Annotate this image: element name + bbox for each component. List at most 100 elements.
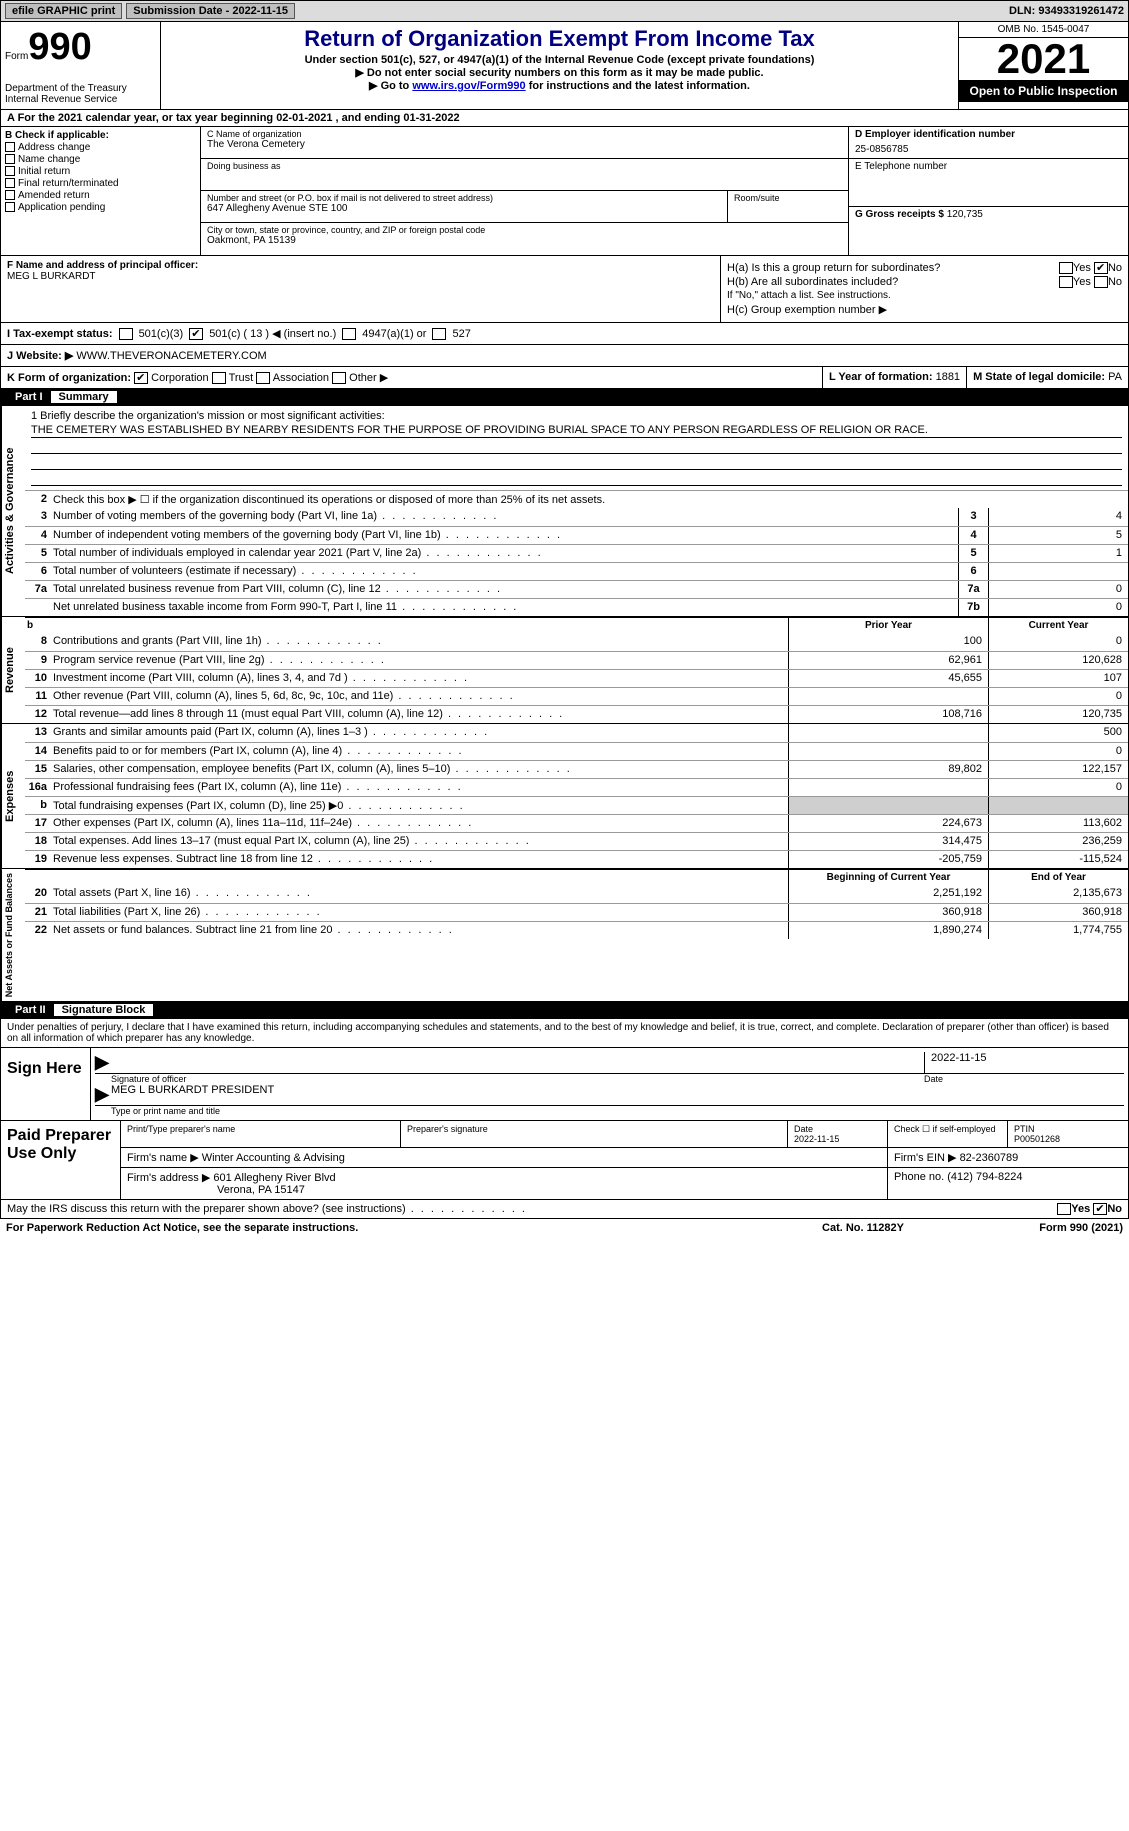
arrow-note-2: ▶ Go to www.irs.gov/Form990 for instruct… — [169, 79, 950, 92]
prior-year-val — [788, 797, 988, 814]
cb-address-change[interactable]: Address change — [5, 142, 196, 153]
dept-treasury: Department of the Treasury Internal Reve… — [5, 83, 156, 105]
telephone-label: E Telephone number — [855, 161, 1122, 172]
current-year-val: 0 — [988, 743, 1128, 760]
current-year-val: 500 — [988, 724, 1128, 742]
firm-address: Firm's address ▶ 601 Allegheny River Blv… — [121, 1168, 888, 1199]
part-ii-title: Signature Block — [54, 1004, 154, 1016]
dln-value: 93493319261472 — [1038, 5, 1124, 17]
paid-preparer-label: Paid Preparer Use Only — [1, 1121, 121, 1199]
hb-text: H(b) Are all subordinates included? — [727, 276, 898, 288]
expenses-section: Expenses 13 Grants and similar amounts p… — [0, 724, 1129, 869]
line-val — [988, 563, 1128, 580]
vlabel-expenses: Expenses — [1, 724, 25, 868]
line-ref: 3 — [958, 508, 988, 526]
line-val: 1 — [988, 545, 1128, 562]
section-fh: F Name and address of principal officer:… — [0, 256, 1129, 323]
ein-value: 25-0856785 — [855, 144, 1122, 155]
goto-suffix: for instructions and the latest informat… — [526, 80, 750, 92]
officer-name-title: MEG L BURKARDT PRESIDENT — [111, 1084, 274, 1105]
part-ii-num: Part II — [9, 1004, 52, 1016]
hb-yes-checkbox[interactable] — [1059, 276, 1073, 288]
hb-no-checkbox[interactable] — [1094, 276, 1108, 288]
prior-year-val: -205,759 — [788, 851, 988, 868]
prior-year-val: 360,918 — [788, 904, 988, 921]
cb-501c[interactable] — [189, 328, 203, 340]
line-text: Number of voting members of the governin… — [49, 508, 958, 526]
line-num: 20 — [25, 885, 49, 903]
form-subtitle: Under section 501(c), 527, or 4947(a)(1)… — [169, 54, 950, 66]
form-number: 990 — [28, 26, 91, 68]
summary-line: 15 Salaries, other compensation, employe… — [25, 760, 1128, 778]
cb-name-change[interactable]: Name change — [5, 154, 196, 165]
line-num: 7a — [25, 581, 49, 598]
prep-date: Date2022-11-15 — [788, 1121, 888, 1147]
summary-line: 14 Benefits paid to or for members (Part… — [25, 742, 1128, 760]
ein-box: D Employer identification number 25-0856… — [849, 127, 1128, 159]
current-year-hdr: Current Year — [988, 618, 1128, 633]
tax-exempt-status: I Tax-exempt status: 501(c)(3) 501(c) ( … — [0, 323, 1129, 345]
form-990-page: efile GRAPHIC print Submission Date - 20… — [0, 0, 1129, 1237]
current-year-val: 360,918 — [988, 904, 1128, 921]
cb-527[interactable] — [432, 328, 446, 340]
principal-officer: F Name and address of principal officer:… — [1, 256, 721, 322]
efile-print-button[interactable]: efile GRAPHIC print — [5, 3, 122, 19]
prior-year-val: 108,716 — [788, 706, 988, 723]
line-num: 9 — [25, 652, 49, 669]
cb-association[interactable] — [256, 372, 270, 384]
ha-no-checkbox[interactable] — [1094, 262, 1108, 274]
firm-ein: Firm's EIN ▶ 82-2360789 — [888, 1148, 1128, 1167]
discuss-no-checkbox[interactable] — [1093, 1203, 1107, 1215]
beg-year-hdr: Beginning of Current Year — [788, 870, 988, 885]
footer: For Paperwork Reduction Act Notice, see … — [0, 1219, 1129, 1237]
city-box: City or town, state or province, country… — [201, 223, 848, 255]
cb-trust[interactable] — [212, 372, 226, 384]
sign-here-label: Sign Here — [1, 1048, 91, 1120]
line-text: Total number of individuals employed in … — [49, 545, 958, 562]
submission-date-button[interactable]: Submission Date - 2022-11-15 — [126, 3, 295, 19]
line-num: 8 — [25, 633, 49, 651]
paperwork-notice: For Paperwork Reduction Act Notice, see … — [6, 1222, 763, 1234]
irs-link[interactable]: www.irs.gov/Form990 — [412, 80, 525, 92]
current-year-val: 107 — [988, 670, 1128, 687]
line-num: 22 — [25, 922, 49, 939]
prior-year-val — [788, 688, 988, 705]
prior-year-val: 89,802 — [788, 761, 988, 778]
line-2-num: 2 — [25, 491, 49, 508]
cb-other[interactable] — [332, 372, 346, 384]
cb-application-pending[interactable]: Application pending — [5, 202, 196, 213]
current-year-val: -115,524 — [988, 851, 1128, 868]
summary-line: 5 Total number of individuals employed i… — [25, 544, 1128, 562]
line-num: 5 — [25, 545, 49, 562]
submission-date: 2022-11-15 — [232, 5, 288, 17]
end-year-hdr: End of Year — [988, 870, 1128, 885]
cb-initial-return[interactable]: Initial return — [5, 166, 196, 177]
ha-yes-checkbox[interactable] — [1059, 262, 1073, 274]
current-year-val: 236,259 — [988, 833, 1128, 850]
prep-name-label: Print/Type preparer's name — [121, 1121, 401, 1147]
tax-year: 2021 — [959, 38, 1128, 80]
line-text: Revenue less expenses. Subtract line 18 … — [49, 851, 788, 868]
cat-no: Cat. No. 11282Y — [763, 1222, 963, 1234]
form-header: Form990 Department of the Treasury Inter… — [0, 22, 1129, 110]
cb-final-return[interactable]: Final return/terminated — [5, 178, 196, 189]
line-num: 19 — [25, 851, 49, 868]
cb-amended-return[interactable]: Amended return — [5, 190, 196, 201]
line-text: Contributions and grants (Part VIII, lin… — [49, 633, 788, 651]
current-year-val: 0 — [988, 688, 1128, 705]
line-num: 18 — [25, 833, 49, 850]
firm-phone: Phone no. (412) 794-8224 — [888, 1168, 1128, 1199]
mission-block: 1 Briefly describe the organization's mi… — [25, 406, 1128, 490]
current-year-val: 120,735 — [988, 706, 1128, 723]
group-return: H(a) Is this a group return for subordin… — [721, 256, 1128, 322]
line-2-text: Check this box ▶ ☐ if the organization d… — [49, 491, 1128, 508]
cb-corporation[interactable] — [134, 372, 148, 384]
line-val: 0 — [988, 599, 1128, 616]
cb-4947[interactable] — [342, 328, 356, 340]
name-title-line: ▶ MEG L BURKARDT PRESIDENT — [95, 1084, 1124, 1106]
discuss-yes-checkbox[interactable] — [1057, 1203, 1071, 1215]
cb-501c3[interactable] — [119, 328, 133, 340]
prior-year-val — [788, 779, 988, 796]
current-year-val: 2,135,673 — [988, 885, 1128, 903]
revenue-header: b Prior Year Current Year — [25, 617, 1128, 633]
